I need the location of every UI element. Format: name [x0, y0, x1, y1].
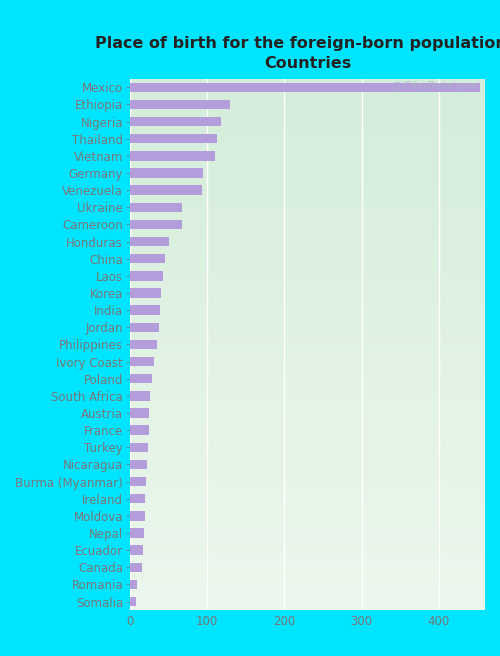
Title: Place of birth for the foreign-born population -
Countries: Place of birth for the foreign-born popu…: [96, 36, 500, 71]
Bar: [130, 203, 182, 212]
Bar: [130, 545, 143, 555]
Bar: [130, 562, 142, 572]
Bar: [130, 511, 144, 520]
Bar: [130, 306, 160, 315]
Bar: [130, 254, 164, 264]
Bar: [130, 425, 148, 435]
Bar: [130, 408, 150, 418]
Text: ⓘ City-Data.com: ⓘ City-Data.com: [394, 81, 478, 91]
Bar: [130, 271, 163, 281]
Bar: [130, 580, 137, 589]
Bar: [130, 460, 147, 469]
Bar: [130, 100, 230, 109]
Bar: [130, 477, 146, 486]
Bar: [130, 443, 148, 452]
Bar: [130, 597, 136, 606]
Bar: [130, 83, 480, 92]
Bar: [130, 151, 215, 161]
Bar: [130, 134, 217, 144]
Bar: [130, 494, 146, 503]
Bar: [130, 117, 221, 127]
Bar: [130, 237, 168, 246]
Bar: [130, 186, 202, 195]
Bar: [130, 323, 158, 332]
Bar: [130, 340, 157, 349]
Bar: [130, 357, 154, 366]
Bar: [130, 169, 204, 178]
Bar: [130, 528, 144, 538]
Bar: [130, 288, 161, 298]
Bar: [130, 374, 152, 383]
Bar: [130, 220, 182, 229]
Bar: [130, 391, 150, 401]
